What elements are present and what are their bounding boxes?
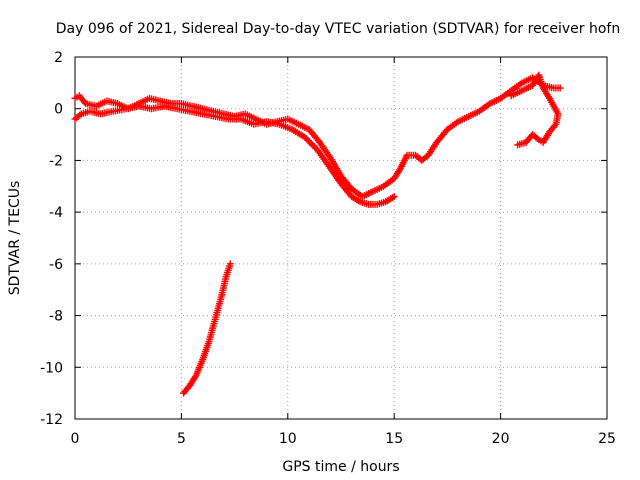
data-point — [307, 140, 315, 148]
data-point — [304, 136, 312, 144]
x-tick-label: 0 — [71, 431, 80, 447]
series-track-late-loop — [507, 71, 562, 149]
data-point — [306, 138, 314, 146]
plot-frame — [74, 56, 608, 420]
data-point — [302, 135, 310, 143]
y-tick-label: -8 — [49, 309, 63, 325]
y-tick-label: -6 — [49, 257, 63, 273]
data-point — [301, 133, 309, 141]
y-axis-label: SDTVAR / TECUs — [7, 181, 23, 296]
data-point — [514, 141, 522, 149]
x-axis-label: GPS time / hours — [282, 459, 399, 475]
x-tick-label: 5 — [177, 431, 186, 447]
y-tick-label: -4 — [49, 205, 63, 221]
axis-ticks: 0 5 10 15 20 25 -12 -10 -8 -6 -4 -2 0 2 — [40, 50, 616, 447]
x-tick-label: 25 — [598, 431, 616, 447]
chart-title: Day 096 of 2021, Sidereal Day-to-day VTE… — [56, 21, 620, 37]
y-tick-label: 0 — [54, 102, 63, 118]
y-tick-label: -10 — [40, 360, 63, 376]
data-point — [556, 84, 564, 92]
data-point — [310, 143, 318, 151]
data-point — [76, 111, 84, 119]
series-track-main-b — [71, 102, 398, 208]
series-track-main-a — [71, 74, 564, 201]
x-tick-label: 15 — [385, 431, 403, 447]
data-point — [309, 141, 317, 149]
data-points — [71, 71, 564, 397]
x-tick-label: 20 — [492, 431, 510, 447]
y-tick-label: -2 — [49, 153, 63, 169]
grid — [75, 57, 607, 419]
y-tick-label: -12 — [40, 412, 63, 428]
y-tick-label: 2 — [54, 50, 63, 66]
series-track-low-arc — [180, 260, 234, 397]
data-point — [226, 260, 234, 268]
data-point — [390, 193, 398, 201]
x-tick-label: 10 — [279, 431, 297, 447]
